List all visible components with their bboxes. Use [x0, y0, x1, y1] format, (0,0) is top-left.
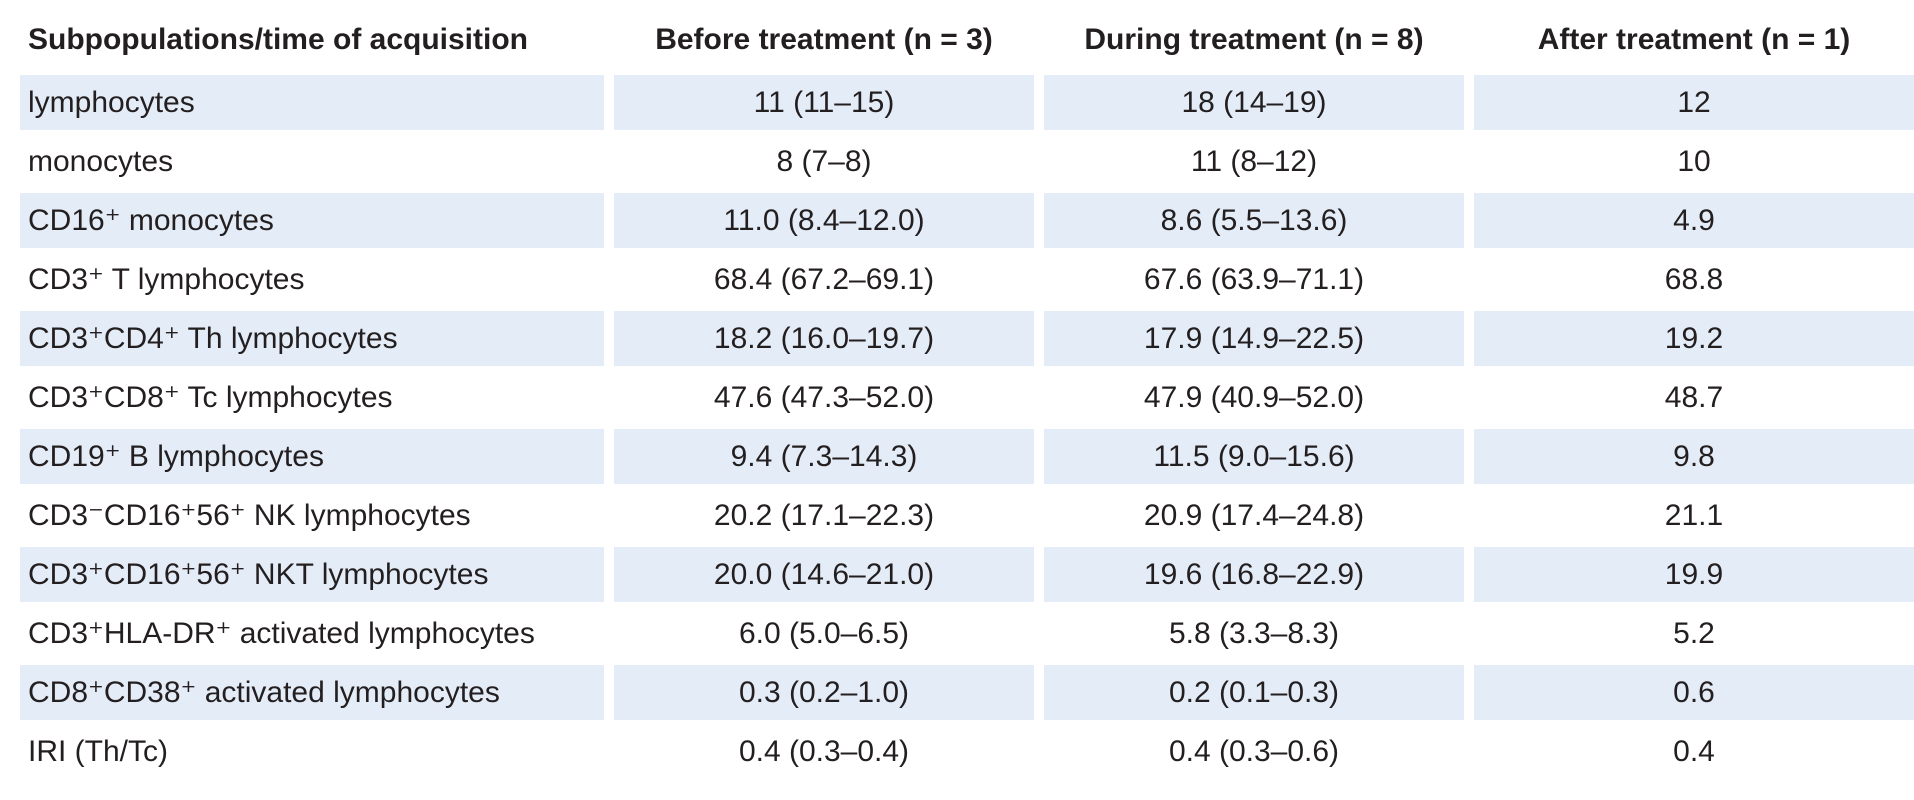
table-body: lymphocytes 11 (11–15) 18 (14–19) 12 monocyt… [20, 73, 1914, 781]
cell-before-treatment: 9.4 (7.3–14.3) [614, 429, 1034, 484]
row-label: CD16⁺ monocytes [20, 193, 604, 248]
table-row: CD3⁺ T lymphocytes 68.4 (67.2–69.1) 67.6 (… [20, 250, 1914, 309]
table-row: CD3⁺CD8⁺ Tc lymphocytes 47.6 (47.3–52.0) 4… [20, 368, 1914, 427]
cell-during-treatment: 5.8 (3.3–8.3) [1168, 616, 1340, 650]
header-during-treatment: During treatment (n = 8) [1084, 22, 1424, 56]
row-label: CD3⁺CD4⁺ Th lymphocytes [20, 311, 604, 366]
cell-during-treatment: 8.6 (5.5–13.6) [1044, 193, 1464, 248]
cell-before-treatment: 68.4 (67.2–69.1) [713, 262, 935, 296]
row-label: CD3⁻CD16⁺56⁺ NK lymphocytes [28, 499, 471, 532]
cell-after-treatment: 10 [1677, 144, 1711, 178]
row-label: CD3⁺CD8⁺ Tc lymphocytes [28, 381, 393, 414]
header-before-treatment: Before treatment (n = 3) [655, 22, 993, 56]
table-row: CD8⁺CD38⁺ activated lymphocytes 0.3 (0.2–… [20, 663, 1914, 722]
row-label: monocytes [28, 144, 174, 178]
cell-before-treatment: 11 (11–15) [614, 75, 1034, 130]
cell-after-treatment: 19.2 [1474, 311, 1914, 366]
row-label: IRI (Th/Tc) [28, 734, 168, 768]
cell-during-treatment: 20.9 (17.4–24.8) [1143, 498, 1365, 532]
cell-after-treatment: 0.6 [1474, 665, 1914, 720]
table-row: CD16⁺ monocytes 11.0 (8.4–12.0) 8.6 (5.5–1… [20, 191, 1914, 250]
table-row: CD19⁺ B lymphocytes 9.4 (7.3–14.3) 11.5 (9… [20, 427, 1914, 486]
cell-during-treatment: 47.9 (40.9–52.0) [1143, 380, 1365, 414]
cell-after-treatment: 12 [1474, 75, 1914, 130]
cell-before-treatment: 0.4 (0.3–0.4) [738, 734, 910, 768]
cell-during-treatment: 18 (14–19) [1044, 75, 1464, 130]
cell-before-treatment: 20.0 (14.6–21.0) [614, 547, 1034, 602]
table-row: CD3⁻CD16⁺56⁺ NK lymphocytes 20.2 (17.1–22… [20, 486, 1914, 545]
row-label: CD19⁺ B lymphocytes [20, 429, 604, 484]
cell-during-treatment: 0.2 (0.1–0.3) [1044, 665, 1464, 720]
cell-before-treatment: 11.0 (8.4–12.0) [614, 193, 1034, 248]
cell-after-treatment: 68.8 [1664, 262, 1724, 296]
row-label: CD3⁺CD16⁺56⁺ NKT lymphocytes [20, 547, 604, 602]
cell-before-treatment: 18.2 (16.0–19.7) [614, 311, 1034, 366]
table-row: CD3⁺CD16⁺56⁺ NKT lymphocytes 20.0 (14.6–2… [20, 545, 1914, 604]
cell-before-treatment: 8 (7–8) [776, 144, 872, 178]
cell-during-treatment: 67.6 (63.9–71.1) [1143, 262, 1365, 296]
cell-after-treatment: 5.2 [1673, 616, 1715, 650]
cell-after-treatment: 9.8 [1474, 429, 1914, 484]
cell-after-treatment: 0.4 [1673, 734, 1715, 768]
cell-before-treatment: 6.0 (5.0–6.5) [738, 616, 910, 650]
cell-during-treatment: 17.9 (14.9–22.5) [1044, 311, 1464, 366]
row-label: lymphocytes [20, 75, 604, 130]
cell-before-treatment: 0.3 (0.2–1.0) [614, 665, 1034, 720]
cell-before-treatment: 20.2 (17.1–22.3) [713, 498, 935, 532]
cell-during-treatment: 11 (8–12) [1190, 144, 1318, 178]
cell-after-treatment: 4.9 [1474, 193, 1914, 248]
cell-before-treatment: 47.6 (47.3–52.0) [713, 380, 935, 414]
row-label: CD8⁺CD38⁺ activated lymphocytes [20, 665, 604, 720]
cell-after-treatment: 21.1 [1664, 498, 1724, 532]
cell-during-treatment: 0.4 (0.3–0.6) [1168, 734, 1340, 768]
header-subpopulations: Subpopulations/time of acquisition [28, 22, 528, 56]
table-row: IRI (Th/Tc) 0.4 (0.3–0.4) 0.4 (0.3–0.6) 0.4 [20, 722, 1914, 781]
cell-after-treatment: 19.9 [1474, 547, 1914, 602]
table-row: lymphocytes 11 (11–15) 18 (14–19) 12 [20, 73, 1914, 132]
cell-after-treatment: 48.7 [1664, 380, 1724, 414]
data-table: Subpopulations/time of acquisition Befor… [20, 0, 1914, 781]
header-after-treatment: After treatment (n = 1) [1537, 22, 1851, 56]
table-header-row: Subpopulations/time of acquisition Befor… [20, 0, 1914, 73]
row-label: CD3⁺ T lymphocytes [28, 263, 305, 296]
cell-during-treatment: 19.6 (16.8–22.9) [1044, 547, 1464, 602]
cell-during-treatment: 11.5 (9.0–15.6) [1044, 429, 1464, 484]
table-row: monocytes 8 (7–8) 11 (8–12) 10 [20, 132, 1914, 191]
table-row: CD3⁺CD4⁺ Th lymphocytes 18.2 (16.0–19.7) 1… [20, 309, 1914, 368]
row-label: CD3⁺HLA-DR⁺ activated lymphocytes [28, 617, 535, 650]
table-row: CD3⁺HLA-DR⁺ activated lymphocytes 6.0 (5.… [20, 604, 1914, 663]
